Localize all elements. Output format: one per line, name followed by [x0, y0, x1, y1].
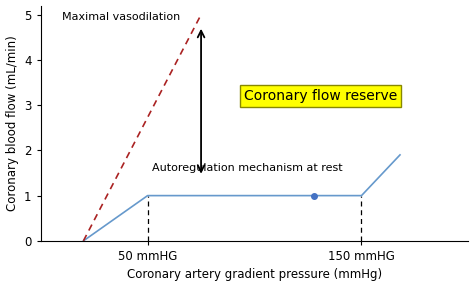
Text: Maximal vasodilation: Maximal vasodilation — [62, 12, 180, 22]
X-axis label: Coronary artery gradient pressure (mmHg): Coronary artery gradient pressure (mmHg) — [127, 268, 382, 282]
Text: Autoregulation mechanism at rest: Autoregulation mechanism at rest — [152, 163, 343, 173]
Text: Coronary flow reserve: Coronary flow reserve — [244, 89, 397, 103]
Y-axis label: Coronary blood flow (mL/min): Coronary blood flow (mL/min) — [6, 35, 18, 211]
